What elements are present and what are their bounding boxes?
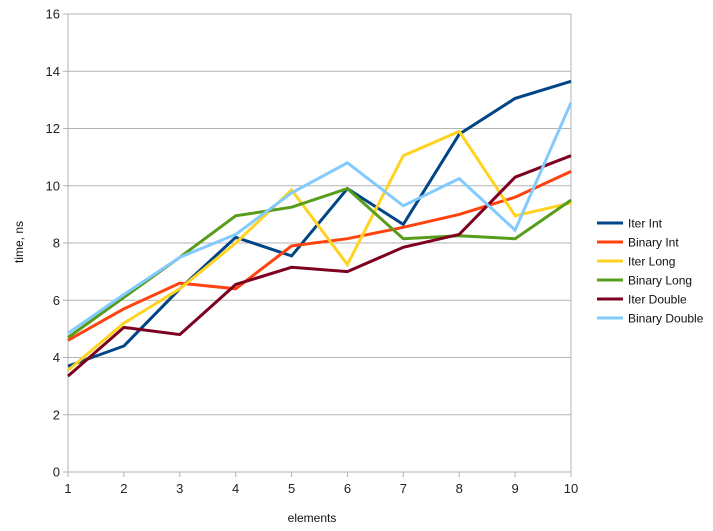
y-tick-label: 10 xyxy=(46,178,60,193)
legend-label-binary-int: Binary Int xyxy=(628,236,679,250)
x-axis-label: elements xyxy=(288,511,337,525)
x-tick-label: 9 xyxy=(511,481,518,496)
legend-label-iter-double: Iter Double xyxy=(628,293,687,307)
x-tick-label: 4 xyxy=(232,481,239,496)
series-line-iter-long xyxy=(67,129,572,372)
legend: Iter Int Binary Int Iter Long Binary Long It… xyxy=(597,217,704,326)
legend-label-iter-int: Iter Int xyxy=(628,217,663,231)
series-lines xyxy=(67,79,573,378)
y-tick-label: 14 xyxy=(46,64,60,79)
x-tick-label: 1 xyxy=(64,481,71,496)
x-tick-label: 5 xyxy=(288,481,295,496)
x-tick-label: 3 xyxy=(176,481,183,496)
legend-label-iter-long: Iter Long xyxy=(628,255,675,269)
legend-label-binary-long: Binary Long xyxy=(628,274,692,288)
y-tick-label: 8 xyxy=(53,236,60,251)
y-tick-label: 6 xyxy=(53,293,60,308)
series-line-iter-int xyxy=(67,79,572,368)
x-tick-label: 10 xyxy=(564,481,578,496)
y-tick-label: 0 xyxy=(53,465,60,480)
y-tick-label: 12 xyxy=(46,121,60,136)
x-tick-label: 2 xyxy=(120,481,127,496)
axes xyxy=(63,13,572,477)
x-tick-labels: 1 2 3 4 5 6 7 8 9 10 xyxy=(64,481,578,496)
x-tick-label: 7 xyxy=(400,481,407,496)
x-tick-label: 8 xyxy=(456,481,463,496)
y-tick-label: 4 xyxy=(53,350,60,365)
x-tick-label: 6 xyxy=(344,481,351,496)
y-tick-label: 2 xyxy=(53,407,60,422)
y-axis-label: time, ns xyxy=(12,221,26,263)
series-line-binary-double xyxy=(67,102,573,335)
y-tick-labels: 0 2 4 6 8 10 12 14 16 xyxy=(46,7,60,480)
legend-label-binary-double: Binary Double xyxy=(628,312,704,326)
y-tick-label: 16 xyxy=(46,7,60,22)
